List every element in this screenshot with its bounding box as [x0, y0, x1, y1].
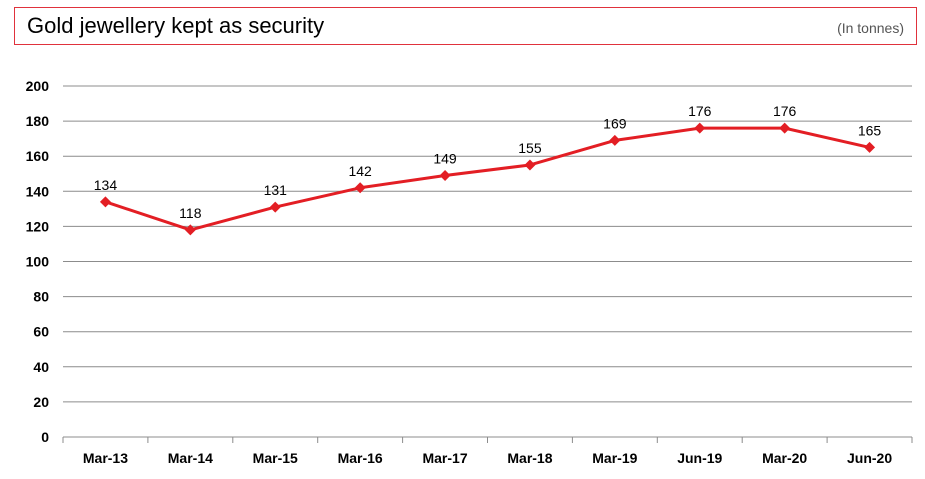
data-label: 142 — [348, 163, 372, 179]
data-label: 176 — [773, 103, 797, 119]
x-tick-label: Mar-17 — [422, 450, 467, 466]
data-point — [524, 159, 536, 171]
data-label: 165 — [858, 122, 882, 138]
data-point — [99, 196, 111, 208]
data-label: 118 — [179, 205, 202, 221]
data-point — [609, 134, 621, 146]
y-tick-label: 20 — [33, 394, 49, 410]
chart-title: Gold jewellery kept as security — [27, 13, 325, 38]
data-point — [439, 170, 451, 182]
y-tick-label: 40 — [33, 359, 49, 375]
y-tick-label: 0 — [41, 429, 49, 445]
x-tick-label: Mar-14 — [168, 450, 213, 466]
data-point — [779, 122, 791, 134]
data-point — [354, 182, 366, 194]
y-tick-label: 200 — [26, 78, 50, 94]
chart-title-box: Gold jewellery kept as security (In tonn… — [14, 7, 917, 45]
y-tick-label: 180 — [26, 113, 50, 129]
data-label: 149 — [433, 151, 457, 167]
data-label: 155 — [518, 140, 542, 156]
x-tick-label: Mar-18 — [507, 450, 552, 466]
series-line — [104, 126, 870, 232]
x-tick-label: Mar-20 — [762, 450, 807, 466]
y-tick-label: 140 — [26, 183, 50, 199]
data-point — [269, 201, 281, 213]
data-point — [864, 141, 876, 153]
x-tick-label: Jun-19 — [677, 450, 722, 466]
data-label: 131 — [264, 182, 288, 198]
data-label: 169 — [603, 115, 627, 131]
y-tick-label: 100 — [26, 254, 50, 270]
x-tick-label: Mar-16 — [338, 450, 383, 466]
unit-label: (In tonnes) — [837, 20, 904, 36]
data-label: 134 — [94, 177, 118, 193]
data-label: 176 — [688, 103, 712, 119]
y-tick-label: 60 — [33, 324, 49, 340]
data-point — [184, 224, 196, 236]
x-tick-label: Mar-19 — [592, 450, 637, 466]
y-tick-label: 80 — [33, 289, 49, 305]
x-tick-label: Mar-15 — [253, 450, 298, 466]
data-point — [694, 122, 706, 134]
y-tick-label: 160 — [26, 148, 50, 164]
x-tick-label: Jun-20 — [847, 450, 892, 466]
x-tick-label: Mar-13 — [83, 450, 128, 466]
y-tick-label: 120 — [26, 218, 50, 234]
